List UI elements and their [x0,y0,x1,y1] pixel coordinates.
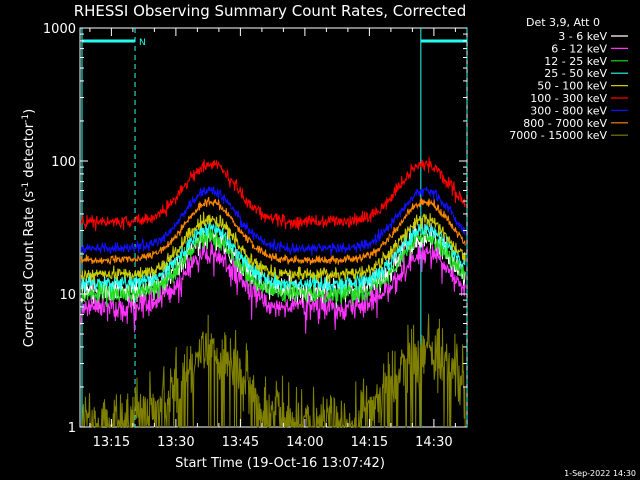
series-line [80,239,466,334]
series-line [80,211,466,283]
x-tick-label: 13:30 [157,435,194,450]
y-label-mid: detector [22,122,37,182]
legend-entry-label: 3 - 6 keV [558,30,607,43]
series-line [80,185,466,257]
x-tick-label: 14:00 [286,435,323,450]
y-label-main: Corrected Count Rate (s [22,191,37,348]
series-line [80,221,466,295]
plot-frame [79,27,468,428]
x-axis: 13:15 13:30 13:45 14:00 14:15 14:30 [89,28,456,450]
series-line [80,196,466,265]
series-line [81,313,466,429]
y-tick-label: 100 [51,155,76,170]
y-label-end: ) [22,109,37,114]
x-tick-label: 14:30 [415,435,452,450]
legend-entry-label: 100 - 300 keV [530,92,607,105]
legend-title: Det 3,9, Att 0 [526,16,600,29]
legend-entry-label: 50 - 100 keV [537,80,607,93]
y-tick-label: 10 [59,288,76,303]
x-tick-label: 13:45 [222,435,259,450]
legend-entry-label: 800 - 7000 keV [523,117,607,130]
x-tick-label: 14:15 [351,435,388,450]
series-layer [80,156,466,429]
y-label-sup1: -1 [21,182,31,191]
x-tick-label: 13:15 [93,435,130,450]
y-axis: 1 10 100 1000 [43,22,467,436]
y-tick-label: 1 [68,421,76,436]
series-line [80,156,466,232]
legend-entry-label: 12 - 25 keV [544,55,607,68]
legend-entry-label: 6 - 12 keV [551,42,607,55]
y-label-sup2: -1 [21,114,31,123]
x-axis-label: Start Time (19-Oct-16 13:07:42) [175,456,385,471]
footer-date: 1-Sep-2022 14:30 [564,469,636,478]
y-tick-label: 1000 [43,22,76,37]
legend-entry-label: 7000 - 15000 keV [509,129,607,142]
chart-title: RHESSI Observing Summary Count Rates, Co… [74,2,467,20]
legend-entry-label: 300 - 800 keV [530,104,607,117]
series-line [80,227,466,308]
night-markers: N [81,28,468,427]
legend-entry-label: 25 - 50 keV [544,67,607,80]
y-axis-label: Corrected Count Rate (s-1 detector-1) [21,109,37,347]
night-flag-label: N [139,38,146,48]
